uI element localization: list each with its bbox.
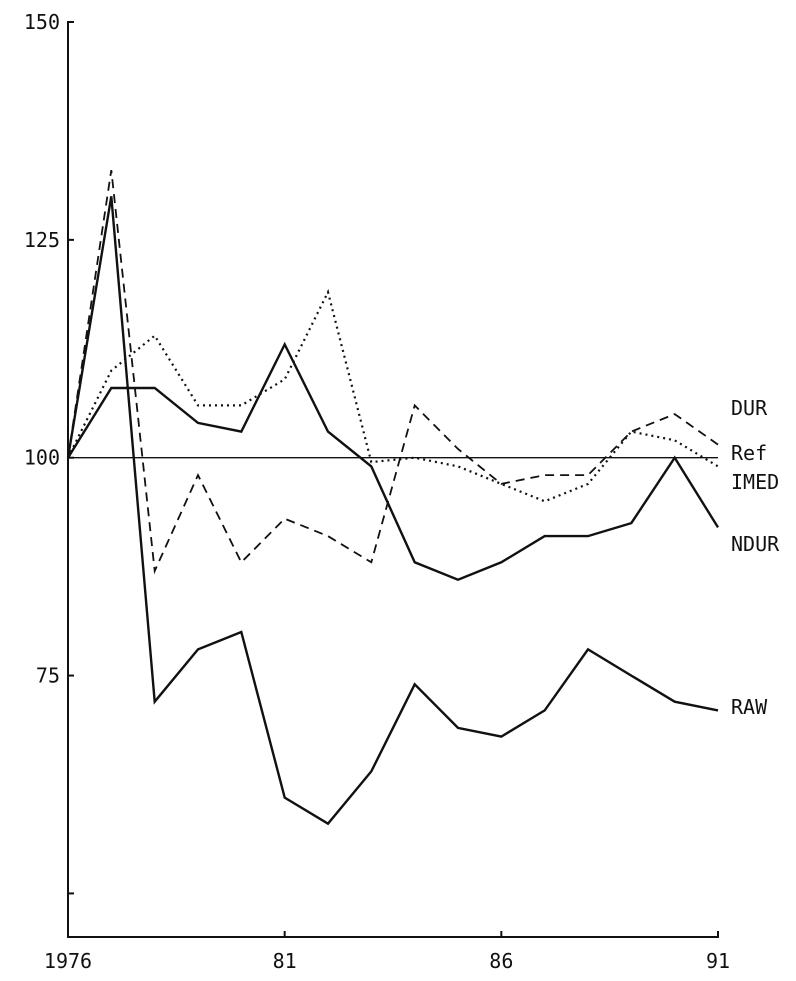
series-label-imed: IMED <box>731 470 779 494</box>
series-line-dur <box>67 169 719 575</box>
y-tick-label: 100 <box>24 446 60 470</box>
series-label-dur: DUR <box>731 396 768 420</box>
series-line-imed <box>67 288 719 503</box>
x-tick-label: 1976 <box>44 949 92 973</box>
y-tick-label: 150 <box>24 10 60 34</box>
y-tick-label: 125 <box>24 228 60 252</box>
series-line-raw <box>66 196 719 826</box>
series-labels: DUR Ref IMED NDUR RAW <box>731 396 780 719</box>
x-tick-label: 91 <box>706 949 730 973</box>
series-label-ref: Ref <box>731 441 767 465</box>
series-lines <box>66 169 720 826</box>
axes: 150 125 100 75 1976 81 86 91 <box>24 10 730 973</box>
series-label-ndur: NDUR <box>731 532 780 556</box>
x-tick-label: 81 <box>273 949 297 973</box>
series-label-raw: RAW <box>731 695 768 719</box>
y-tick-label: 75 <box>36 664 60 688</box>
x-tick-label: 86 <box>489 949 513 973</box>
series-line-ndur <box>66 341 720 581</box>
